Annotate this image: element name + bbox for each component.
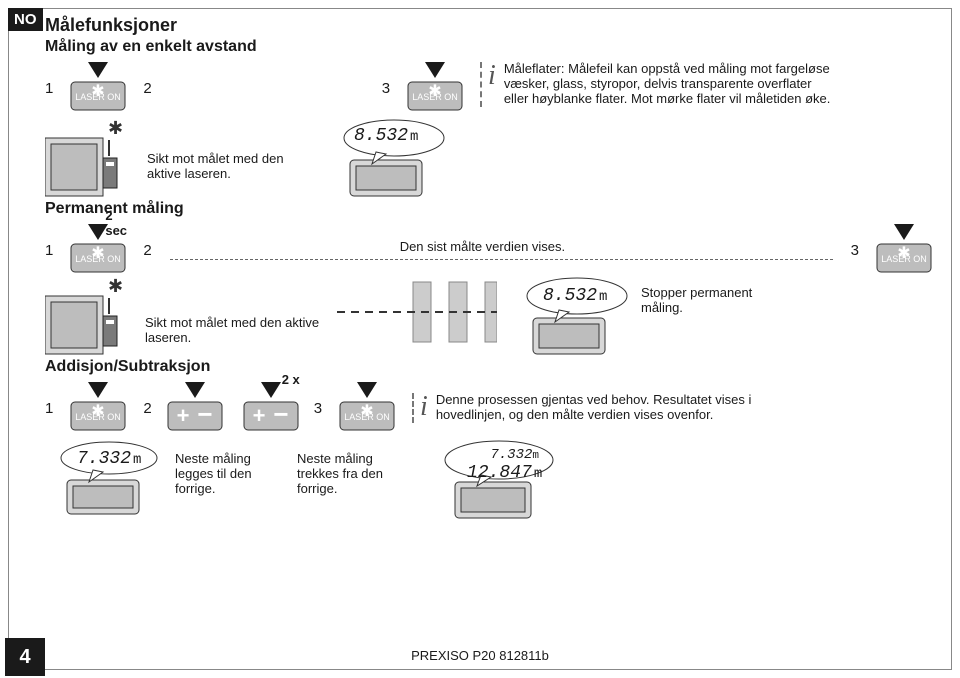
step-1: 1 [45, 80, 53, 97]
tracking-walls-icon [337, 278, 497, 356]
sub-heading: Måling av en enkelt avstand [45, 38, 939, 56]
permanent-heading: Permanent måling [45, 200, 939, 218]
addsub-row2: 7.332m Neste måling legges til den forri… [45, 440, 939, 520]
info-repeat-text: Denne prosessen gjentas ved behov. Resul… [436, 393, 766, 423]
addsub-heading: Addisjon/Subtraksjon [45, 358, 939, 376]
info-icon-2: i [420, 393, 428, 421]
footer-text: PREXISO P20 812811b [9, 648, 951, 663]
perm-row2: ✱ Sikt mot målet med den aktive laseren. [45, 276, 939, 356]
content-area: Målefunksjoner Måling av en enkelt avsta… [45, 15, 939, 520]
svg-text:✱: ✱ [92, 403, 105, 420]
as-step1: 1 [45, 400, 53, 417]
page-frame: NO 4 PREXISO P20 812811b Målefunksjoner … [8, 8, 952, 670]
aim-text-2: Sikt mot målet med den aktive laseren. [145, 316, 325, 346]
svg-text:✱: ✱ [108, 278, 123, 296]
step-3: 3 [382, 80, 390, 97]
perm-step2: 2 [143, 242, 151, 259]
laser-on-stop-icon: LASER ON ✱ [869, 224, 939, 276]
stops-perm-text: Stopper permanent måling. [641, 286, 791, 316]
reading-1: 8.532m [354, 126, 418, 146]
plus-minus-button-icon-1: + − [162, 382, 228, 434]
svg-text:✱: ✱ [108, 120, 123, 138]
addsub-row1: 1 LASER ON ✱ 2 + − 2 x + − [45, 382, 939, 434]
svg-text:+: + [176, 403, 189, 428]
next-sub-text: Neste måling trekkes fra den forrige. [297, 452, 417, 497]
perm-step1: 1 [45, 242, 53, 259]
laser-on-icon-addsub2: LASER ON ✱ [332, 382, 402, 434]
reading-4-bot: 12.847m [467, 463, 542, 483]
next-add-text: Neste måling legges til den forrige. [175, 452, 285, 497]
svg-text:✱: ✱ [428, 83, 441, 100]
perm-row1: 1 2 sec LASER ON ✱ 2 Den sist målte verd… [45, 224, 939, 276]
svg-text:−: − [273, 399, 288, 429]
two-x-label: 2 x [282, 372, 300, 387]
info-repeat-box: i Denne prosessen gjentas ved behov. Res… [412, 393, 939, 423]
info-surfaces-text: Måleflater: Målefeil kan oppstå ved måli… [504, 62, 834, 107]
svg-text:−: − [197, 399, 212, 429]
svg-text:+: + [252, 403, 265, 428]
language-badge: NO [8, 8, 43, 31]
laser-on-icon-addsub1: LASER ON ✱ [63, 382, 133, 434]
as-step3: 3 [314, 400, 322, 417]
svg-text:✱: ✱ [92, 245, 105, 262]
svg-text:✱: ✱ [360, 403, 373, 420]
reading-3: 7.332m [77, 449, 141, 469]
single-step-row1: 1 LASER ON ✱ 2 3 LASER ON ✱ i Måleflater… [45, 62, 939, 114]
last-value-text: Den sist målte verdien vises. [400, 240, 833, 255]
as-step2: 2 [143, 400, 151, 417]
two-sec-label: 2 sec [105, 208, 133, 238]
svg-text:✱: ✱ [897, 245, 910, 262]
device-aim-wall-icon: ✱ [45, 120, 133, 198]
reading-2: 8.532m [543, 286, 607, 306]
device-aim-wall-icon-2: ✱ [45, 278, 133, 356]
perm-step3: 3 [851, 242, 859, 259]
main-heading: Målefunksjoner [45, 15, 939, 36]
info-surfaces-box: i Måleflater: Målefeil kan oppstå ved må… [480, 62, 939, 107]
aim-text-1: Sikt mot målet med den aktive laseren. [147, 152, 312, 182]
step-2: 2 [143, 80, 151, 97]
info-icon: i [488, 62, 496, 90]
reading-4-top: 7.332m [490, 447, 539, 463]
single-step-row2: ✱ Sikt mot målet med den aktive laseren.… [45, 118, 939, 198]
laser-on-button-icon-2: LASER ON ✱ [400, 62, 470, 114]
plus-minus-button-icon-2: + − [238, 382, 304, 434]
laser-on-button-icon: LASER ON ✱ [63, 62, 133, 114]
svg-text:✱: ✱ [92, 83, 105, 100]
